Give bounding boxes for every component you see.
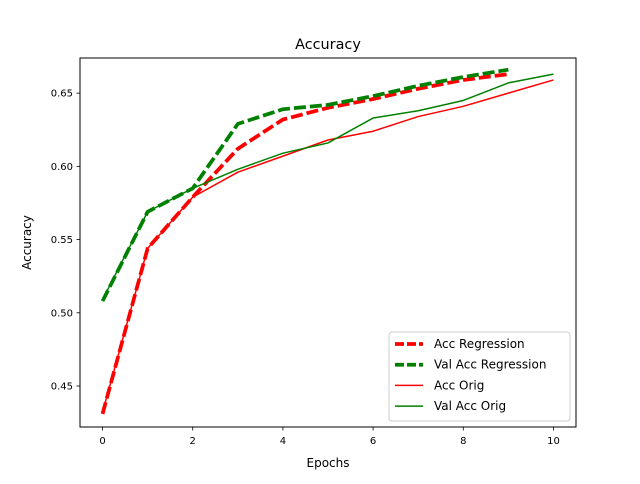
series-line-acc-orig [101, 79, 554, 413]
x-axis-label: Epochs [307, 456, 350, 470]
legend-label: Val Acc Regression [434, 358, 546, 372]
x-tick-label: 10 [547, 436, 560, 447]
legend-label: Val Acc Orig [434, 399, 506, 413]
y-axis: 0.45 0.50 0.55 0.60 0.65 [51, 89, 80, 393]
y-tick-label: 0.55 [51, 235, 73, 246]
y-tick-label: 0.65 [51, 89, 73, 100]
legend: Acc Regression Val Acc Regression Acc Orig… [388, 331, 571, 422]
chart-title: Accuracy [295, 37, 361, 53]
legend-items: Acc Regression Val Acc Regression Acc Orig… [395, 337, 546, 413]
y-tick-label: 0.60 [51, 162, 73, 173]
y-tick-label: 0.50 [51, 308, 73, 319]
legend-box [388, 331, 571, 422]
legend-label: Acc Orig [434, 378, 484, 392]
x-tick-label: 8 [460, 436, 466, 447]
plot-area [79, 57, 577, 428]
x-tick-label: 0 [99, 436, 105, 447]
series-line-val-acc-orig [101, 73, 554, 300]
series-layer [100, 67, 554, 415]
x-tick-label: 6 [370, 436, 376, 447]
series-line-acc-regression [100, 72, 509, 415]
y-tick-label: 0.45 [51, 382, 73, 393]
series-line-val-acc-regression [100, 67, 509, 302]
x-axis: 0 2 4 6 8 10 [99, 427, 560, 447]
legend-label: Acc Regression [434, 337, 525, 351]
x-tick-label: 2 [190, 436, 196, 447]
x-tick-label: 4 [280, 436, 286, 447]
y-axis-label: Accuracy [20, 215, 34, 270]
